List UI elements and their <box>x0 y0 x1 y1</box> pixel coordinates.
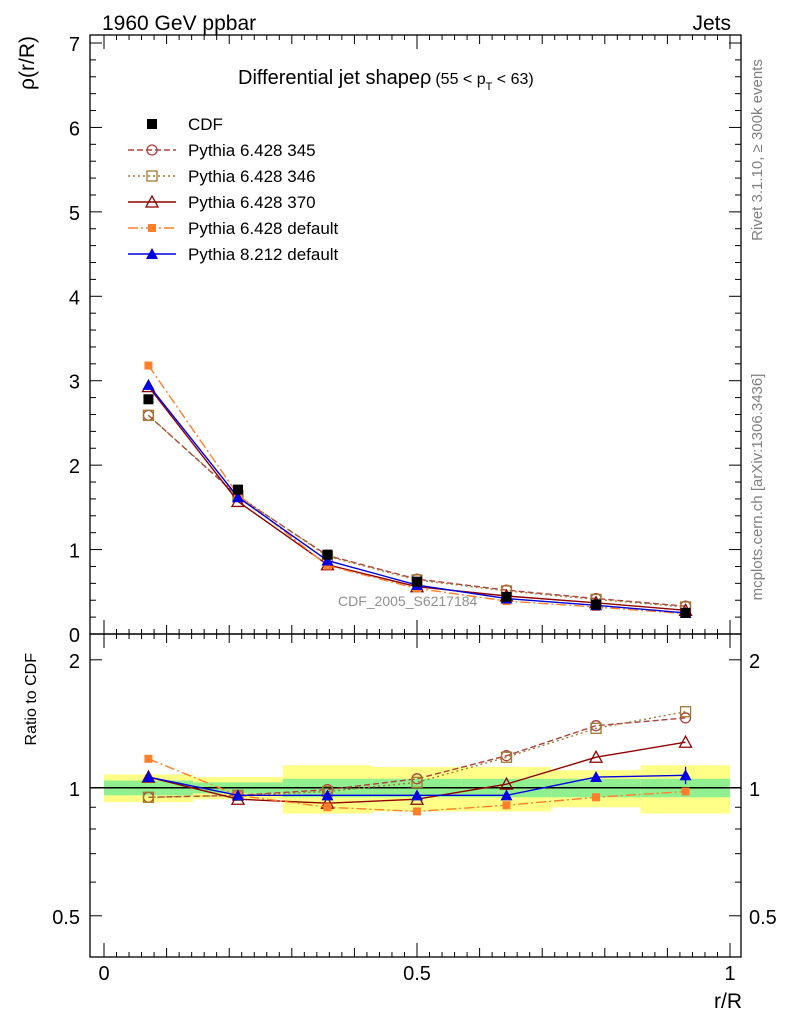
legend: CDF Pythia 6.428 345 Pythia 6.428 346 Pythi… <box>128 115 339 264</box>
series-point-3 <box>323 561 332 570</box>
ratio-point-3 <box>144 754 153 763</box>
ratio-point-4 <box>142 771 155 783</box>
chart-title-main: Differential jet shapeρ <box>238 67 431 89</box>
main-y-tick-label: 3 <box>69 372 80 394</box>
legend-label: Pythia 8.212 default <box>188 245 339 264</box>
ratio-plot-frame <box>89 633 742 958</box>
ratio-y-tick-label: 2 <box>69 651 80 673</box>
main-y-axis-title: ρ(r/R) <box>16 36 39 90</box>
ratio-y-tick-label-right: 2 <box>749 651 760 673</box>
cdf-data-point <box>501 591 512 602</box>
cdf-data-point <box>680 607 691 618</box>
main-y-tick-label: 2 <box>69 456 80 478</box>
series-point-4 <box>321 554 334 566</box>
legend-marker <box>146 144 158 156</box>
chart-title: Differential jet shapeρ (55 < pT < 63) <box>238 67 534 93</box>
ratio-point-3 <box>592 793 601 802</box>
legend-label: Pythia 6.428 default <box>188 219 339 238</box>
x-tick-label: 1 <box>724 963 735 985</box>
main-y-tick-label: 6 <box>69 118 80 140</box>
legend-marker <box>146 248 158 259</box>
ratio-series-group <box>141 706 693 816</box>
cdf-data-point <box>232 484 243 495</box>
x-tick-label: 0 <box>98 963 109 985</box>
ratio-point-4 <box>411 789 423 801</box>
ratio-point-4 <box>321 789 334 801</box>
ratio-point-3 <box>323 803 332 812</box>
ratio-point-4 <box>679 769 692 781</box>
ratio-point-1 <box>142 791 155 803</box>
legend-label: Pythia 6.428 370 <box>188 193 316 212</box>
ratio-y-tick-label-right: 0.5 <box>749 907 777 929</box>
category-label: Jets <box>692 12 731 35</box>
ratio-point-4 <box>231 789 244 801</box>
analysis-watermark: CDF_2005_S6217184 <box>338 593 478 609</box>
ratio-uncertainty-bands <box>90 765 741 814</box>
series-point-4 <box>231 491 244 503</box>
legend-marker <box>146 170 158 182</box>
series-point-4 <box>142 378 155 390</box>
mcplots-label: mcplots.cern.ch [arXiv:1306.3436] <box>749 374 766 601</box>
main-y-tick-label: 1 <box>69 541 80 563</box>
rivet-version-label: Rivet 3.1.10, ≥ 300k events <box>749 59 766 241</box>
legend-label: Pythia 6.428 345 <box>188 141 316 160</box>
ratio-point-0 <box>679 712 692 724</box>
ratio-point-1 <box>411 776 423 788</box>
ratio-y-tick-label: 0.5 <box>52 907 80 929</box>
x-axis-title: r/R <box>714 990 742 1013</box>
main-y-tick-label: 0 <box>69 625 80 647</box>
ratio-y-tick-label-right: 1 <box>749 779 760 801</box>
cdf-data-point <box>143 394 154 405</box>
ratio-point-1 <box>500 751 513 763</box>
chart-title-cut-sub: T <box>486 81 493 93</box>
ratio-line-1 <box>148 711 686 798</box>
ratio-point-1 <box>590 722 602 734</box>
main-y-tick-label: 7 <box>69 34 80 56</box>
ratio-point-2 <box>678 734 693 748</box>
ratio-point-3 <box>681 787 690 796</box>
ratio-point-3 <box>502 801 511 810</box>
cdf-data-point <box>322 549 333 560</box>
main-y-tick-label: 4 <box>69 287 80 309</box>
ratio-y-tick-label: 1 <box>69 779 80 801</box>
ratio-point-2 <box>588 749 604 763</box>
legend-marker <box>148 224 156 232</box>
ratio-point-1 <box>679 706 692 718</box>
ratio-point-3 <box>413 807 421 816</box>
series-point-1 <box>142 409 155 421</box>
ratio-y-axis-title: Ratio to CDF <box>23 653 40 746</box>
x-tick-label: 0.5 <box>403 963 431 985</box>
legend-label: CDF <box>188 115 223 134</box>
legend-marker <box>147 119 157 129</box>
cdf-data-point <box>591 599 602 610</box>
legend-marker <box>144 194 160 208</box>
chart-title-cut: (55 < p <box>435 71 485 88</box>
ratio-point-4 <box>590 771 603 783</box>
main-data-points <box>143 394 691 618</box>
ratio-point-2 <box>499 776 514 790</box>
axes-group: 0 1 2 3 4 5 6 7 0 0.5 1 0.5 0.5 1 1 2 2 <box>52 34 777 985</box>
cdf-data-point <box>412 576 422 587</box>
legend-label: Pythia 6.428 346 <box>188 167 316 186</box>
main-y-tick-label: 5 <box>69 203 80 225</box>
series-point-3 <box>144 361 153 370</box>
chart-title-cut-end: < 63) <box>492 71 533 88</box>
ratio-point-4 <box>500 789 513 801</box>
beam-label: 1960 GeV ppbar <box>102 12 256 35</box>
